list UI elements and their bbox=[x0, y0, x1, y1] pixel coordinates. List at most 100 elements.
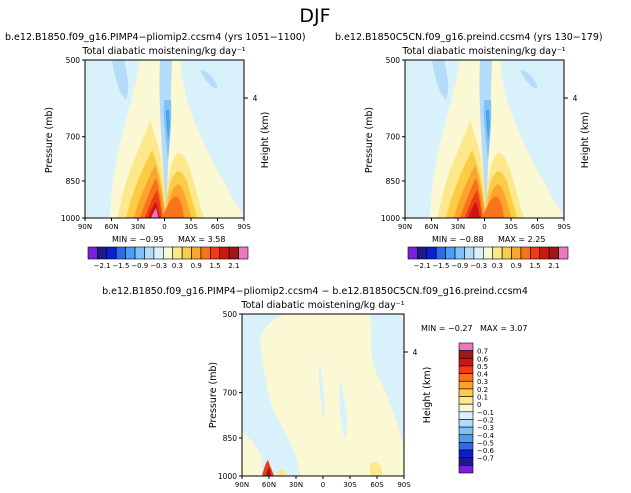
x-tick-label: 30S bbox=[343, 481, 357, 489]
y2-axis-label: Height (km) bbox=[422, 367, 433, 424]
colorbar-swatch bbox=[492, 246, 503, 260]
y-axis-label: Pressure (mb) bbox=[208, 362, 219, 428]
colorbar: 0.70.60.50.40.30.20.10−0.1−0.2−0.3−0.4−0… bbox=[458, 342, 495, 474]
y-tick-label: 1000 bbox=[218, 472, 237, 481]
heatmap-contours bbox=[110, 60, 244, 218]
colorbar-swatch bbox=[458, 373, 474, 382]
colorbar-label: −0.7 bbox=[477, 455, 494, 463]
colorbar-swatch bbox=[558, 246, 569, 260]
colorbar-swatch bbox=[238, 246, 249, 260]
y-tick-label: 1000 bbox=[61, 214, 80, 223]
colorbar-label: 0 bbox=[477, 401, 481, 409]
colorbar-label: 1.5 bbox=[529, 262, 540, 270]
contour-2.4 bbox=[468, 202, 480, 218]
colorbar-swatch bbox=[458, 342, 474, 351]
panel-difference: b.e12.B1850.f09_g16.PIMP4−pliomip2.ccsm4… bbox=[102, 286, 528, 489]
colorbar-swatch bbox=[426, 246, 437, 260]
colorbar-swatch bbox=[458, 419, 474, 428]
colorbar-swatch bbox=[153, 246, 164, 260]
x-tick-label: 30N bbox=[451, 223, 465, 231]
colorbar-label: −0.9 bbox=[451, 262, 468, 270]
colorbar-swatch bbox=[458, 403, 474, 413]
panel-preind: b.e12.B1850C5CN.f09_g16.preind.ccsm4 (yr… bbox=[335, 32, 603, 270]
colorbar-swatch bbox=[172, 246, 183, 260]
x-tick-label: 90S bbox=[237, 223, 251, 231]
min-label: MIN = −0.95 bbox=[112, 235, 164, 244]
colorbar-label: 0.4 bbox=[477, 371, 489, 379]
y2-tick-label: 4 bbox=[253, 94, 258, 103]
colorbar-label: −0.3 bbox=[477, 424, 494, 432]
colorbar-swatch bbox=[162, 246, 174, 260]
colorbar-swatch bbox=[219, 246, 230, 260]
colorbar-swatch bbox=[458, 350, 474, 359]
y2-axis-label: Height (km) bbox=[260, 112, 271, 169]
colorbar-swatch bbox=[87, 246, 98, 260]
contour-0.1 bbox=[242, 430, 262, 476]
colorbar-swatch bbox=[454, 246, 465, 260]
colorbar-swatch bbox=[435, 246, 446, 260]
contour-neg-0.9 bbox=[486, 110, 490, 140]
colorbar-label: 0.5 bbox=[477, 363, 488, 371]
colorbar-swatch bbox=[464, 246, 475, 260]
panel-subtitle: Total diabatic moistening/kg day⁻¹ bbox=[240, 300, 404, 311]
contour-0.1 bbox=[260, 314, 404, 476]
panel-pliomip: b.e12.B1850.f09_g16.PIMP4−pliomip2.ccsm4… bbox=[5, 32, 306, 270]
contour-neg-upper-left bbox=[112, 60, 129, 100]
colorbar-label: 0.1 bbox=[477, 394, 488, 402]
y2-axis-label: Height (km) bbox=[580, 112, 591, 169]
y-tick-label: 700 bbox=[66, 133, 81, 142]
colorbar-label: 0.3 bbox=[477, 378, 488, 386]
colorbar-swatch bbox=[458, 457, 474, 466]
x-tick-label: 0 bbox=[162, 223, 166, 231]
x-tick-label: 90N bbox=[398, 223, 412, 231]
x-tick-label: 30N bbox=[131, 223, 145, 231]
colorbar-swatch bbox=[458, 426, 474, 436]
panel-title: b.e12.B1850.f09_g16.PIMP4−pliomip2.ccsm4… bbox=[102, 286, 528, 297]
contour-neg-0.9 bbox=[166, 110, 170, 140]
colorbar-swatch bbox=[501, 246, 512, 260]
colorbar: −2.1 −1.5 −0.9 −0.3 0.3 0.9 1.5 2.1 bbox=[87, 246, 249, 270]
colorbar-label: −0.3 bbox=[470, 262, 487, 270]
y-tick-label: 850 bbox=[386, 177, 401, 186]
colorbar-label: −2.1 bbox=[414, 262, 431, 270]
colorbar-swatch bbox=[458, 411, 474, 420]
colorbar-label: −0.6 bbox=[477, 447, 495, 455]
contour-max bbox=[151, 208, 158, 218]
colorbar-label: 0.3 bbox=[172, 262, 183, 270]
colorbar-swatch bbox=[445, 246, 456, 260]
panel-subtitle: Total diabatic moistening/kg day⁻¹ bbox=[81, 46, 245, 57]
colorbar-label: −0.9 bbox=[131, 262, 148, 270]
contour-0.2 bbox=[276, 469, 286, 476]
colorbar-label: −1.5 bbox=[112, 262, 129, 270]
x-tick-label: 90N bbox=[235, 481, 249, 489]
colorbar-label: −2.1 bbox=[94, 262, 111, 270]
colorbar-label: −0.3 bbox=[150, 262, 167, 270]
colorbar-swatch bbox=[482, 246, 494, 260]
colorbar-swatch bbox=[530, 246, 541, 260]
y-tick-label: 1000 bbox=[381, 214, 400, 223]
colorbar-swatch bbox=[458, 388, 474, 397]
y-tick-label: 700 bbox=[386, 133, 401, 142]
x-tick-label: 90N bbox=[78, 223, 92, 231]
x-tick-label: 60N bbox=[424, 223, 438, 231]
contour-neg-upper-left bbox=[432, 60, 449, 100]
colorbar-label: 0.9 bbox=[191, 262, 202, 270]
x-tick-label: 60N bbox=[262, 481, 276, 489]
heatmap-contours bbox=[242, 314, 404, 476]
colorbar-swatch bbox=[106, 246, 117, 260]
colorbar-label: −0.1 bbox=[477, 409, 494, 417]
colorbar-label: −0.2 bbox=[477, 416, 494, 424]
colorbar-swatch bbox=[548, 246, 559, 260]
colorbar-swatch bbox=[473, 246, 484, 260]
min-label: MIN = −0.88 bbox=[432, 235, 484, 244]
y-tick-label: 500 bbox=[223, 310, 238, 319]
colorbar-swatch bbox=[458, 449, 474, 459]
colorbar-swatch bbox=[210, 246, 221, 260]
y-axis-label: Pressure (mb) bbox=[364, 107, 375, 173]
colorbar: −2.1 −1.5 −0.9 −0.3 0.3 0.9 1.5 2.1 bbox=[407, 246, 569, 270]
colorbar-swatch bbox=[458, 442, 474, 451]
colorbar-swatch bbox=[458, 465, 474, 474]
x-tick-label: 0 bbox=[482, 223, 486, 231]
colorbar-label: −0.4 bbox=[477, 432, 495, 440]
